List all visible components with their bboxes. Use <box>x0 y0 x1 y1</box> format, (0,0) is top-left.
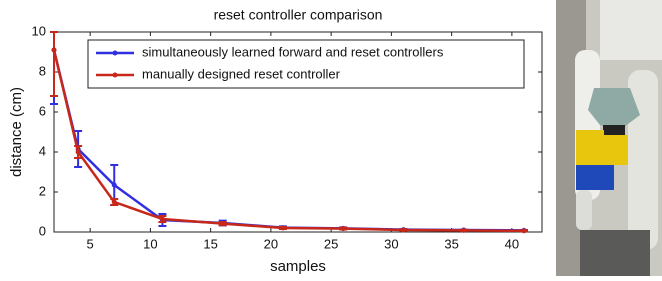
point <box>461 228 466 233</box>
x-axis-label: samples <box>270 258 326 275</box>
y-tick-label: 10 <box>32 23 46 38</box>
point <box>401 228 406 233</box>
legend-swatch <box>113 73 118 78</box>
y-axis-label: distance (cm) <box>8 87 25 177</box>
point <box>52 48 57 53</box>
x-tick-label: 35 <box>444 236 458 251</box>
x-tick-label: 40 <box>505 236 519 251</box>
point <box>280 226 285 231</box>
point <box>220 221 225 226</box>
point <box>160 217 165 222</box>
y-tick-label: 4 <box>39 143 46 158</box>
x-tick-label: 5 <box>87 236 94 251</box>
x-tick-label: 15 <box>203 236 217 251</box>
x-tick-label: 30 <box>384 236 398 251</box>
chart-title: reset controller comparison <box>214 7 383 23</box>
point <box>521 228 526 233</box>
point <box>341 226 346 231</box>
y-tick-label: 8 <box>39 63 46 78</box>
point <box>112 183 117 188</box>
legend-swatch <box>113 51 118 56</box>
x-tick-label: 10 <box>143 236 157 251</box>
y-tick-label: 6 <box>39 103 46 118</box>
y-tick-label: 2 <box>39 183 46 198</box>
point <box>76 150 81 155</box>
legend-label: simultaneously learned forward and reset… <box>142 44 444 59</box>
x-tick-label: 20 <box>264 236 278 251</box>
page: reset controller comparison samples dist… <box>0 0 662 276</box>
y-tick-label: 0 <box>39 223 46 238</box>
point <box>112 200 117 205</box>
legend-label: manually designed reset controller <box>142 66 341 81</box>
x-tick-label: 25 <box>324 236 338 251</box>
photo <box>556 0 662 276</box>
